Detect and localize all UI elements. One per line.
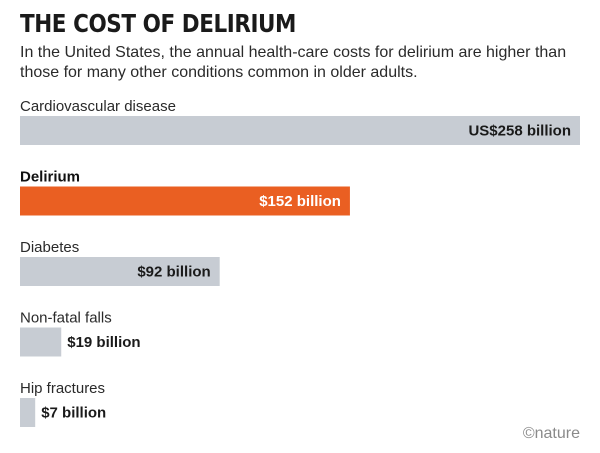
value-label-diabetes: $92 billion <box>137 264 210 281</box>
value-label-non-fatal-falls: $19 billion <box>67 334 140 351</box>
value-label-delirium: $152 billion <box>259 193 341 210</box>
category-label-hip-fractures: Hip fractures <box>20 380 105 397</box>
chart-title: THE COST OF DELIRIUM <box>20 9 297 38</box>
category-label-non-fatal-falls: Non-fatal falls <box>20 310 112 327</box>
bar-hip-fractures <box>20 398 36 427</box>
value-label-hip-fractures: $7 billion <box>41 405 106 422</box>
bar-diabetes <box>20 257 220 286</box>
category-label-diabetes: Diabetes <box>20 239 79 256</box>
bar-cardiovascular-disease <box>20 116 580 145</box>
value-label-cardiovascular-disease: US$258 billion <box>468 123 571 140</box>
chart-subtitle: In the United States, the annual health-… <box>20 44 567 81</box>
bar-non-fatal-falls <box>20 327 62 357</box>
nature-credit: ©nature <box>522 425 580 442</box>
bar-delirium <box>20 186 350 216</box>
category-label-cardiovascular-disease: Cardiovascular disease <box>20 98 176 115</box>
category-label-delirium: Delirium <box>20 169 80 186</box>
